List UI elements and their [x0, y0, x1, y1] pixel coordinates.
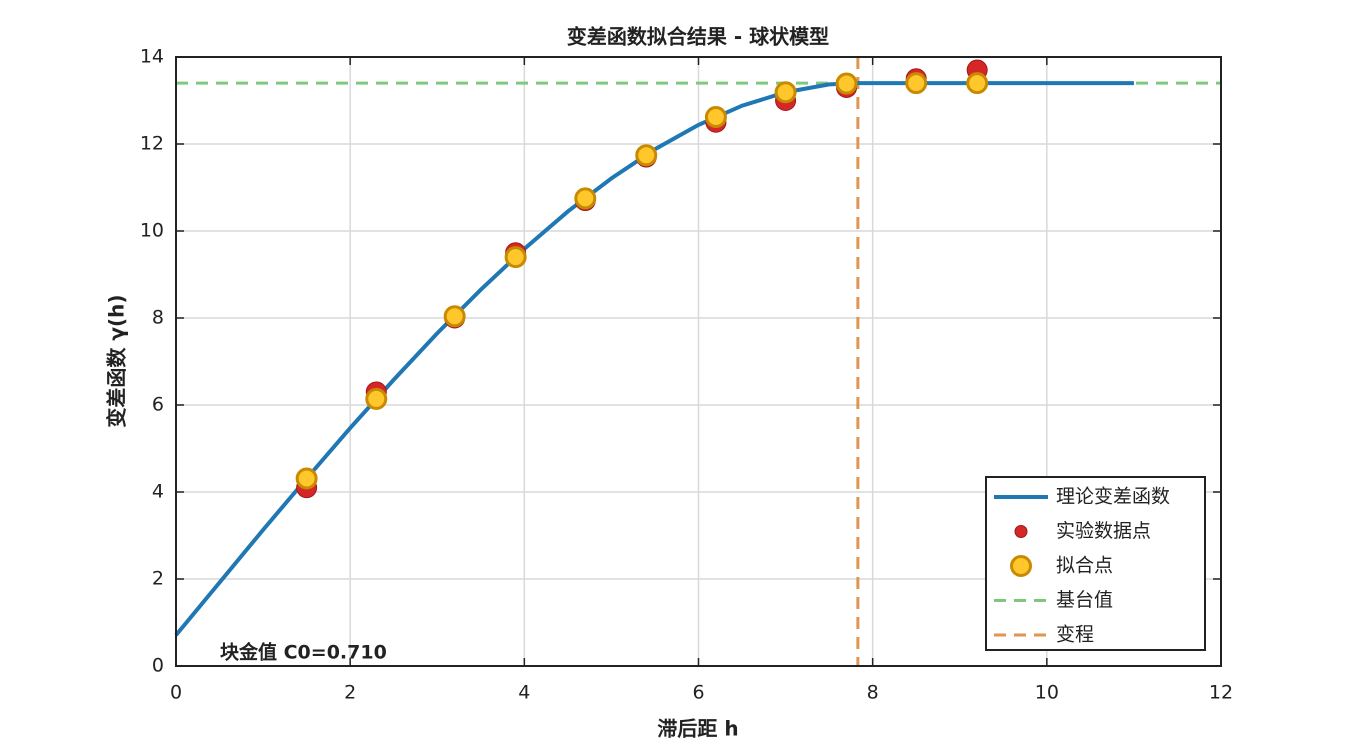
fit-point	[905, 72, 928, 95]
fit-point	[635, 144, 658, 167]
y-tick-label: 14	[140, 46, 164, 68]
y-tick-label: 0	[152, 655, 164, 677]
x-tick-label: 12	[1209, 682, 1233, 704]
legend-label: 拟合点	[1056, 555, 1113, 577]
fit-point	[966, 72, 989, 95]
x-tick-label: 8	[867, 682, 879, 704]
x-tick-label: 0	[170, 682, 182, 704]
fit-point	[835, 72, 858, 95]
x-tick-label: 10	[1035, 682, 1059, 704]
y-tick-label: 2	[152, 568, 164, 590]
x-axis-label: 滞后距 h	[657, 717, 738, 741]
legend-label: 实验数据点	[1056, 520, 1151, 542]
legend-swatch	[1014, 525, 1028, 538]
chart-title: 变差函数拟合结果 - 球状模型	[567, 25, 829, 49]
y-tick-label: 12	[140, 133, 164, 155]
y-axis-label: 变差函数 γ(h)	[105, 294, 129, 427]
fit-point	[295, 467, 318, 490]
legend-label: 变程	[1056, 624, 1094, 646]
y-tick-label: 10	[140, 220, 164, 242]
x-tick-label: 4	[518, 682, 530, 704]
fit-point	[704, 106, 727, 129]
x-tick-label: 2	[344, 682, 356, 704]
legend-swatch	[1010, 555, 1032, 577]
fit-point	[365, 387, 388, 410]
y-tick-label: 4	[152, 481, 164, 503]
legend-label: 理论变差函数	[1056, 486, 1170, 508]
annotation: 块金值 C0=0.710	[220, 641, 387, 664]
fit-point	[774, 81, 797, 104]
fit-point	[574, 187, 597, 210]
x-tick-label: 6	[692, 682, 704, 704]
legend-label: 基台值	[1056, 589, 1113, 611]
fit-point	[504, 246, 527, 269]
y-tick-label: 6	[152, 394, 164, 416]
y-tick-label: 8	[152, 307, 164, 329]
plot-frame	[175, 56, 1222, 667]
fit-point	[443, 305, 466, 328]
